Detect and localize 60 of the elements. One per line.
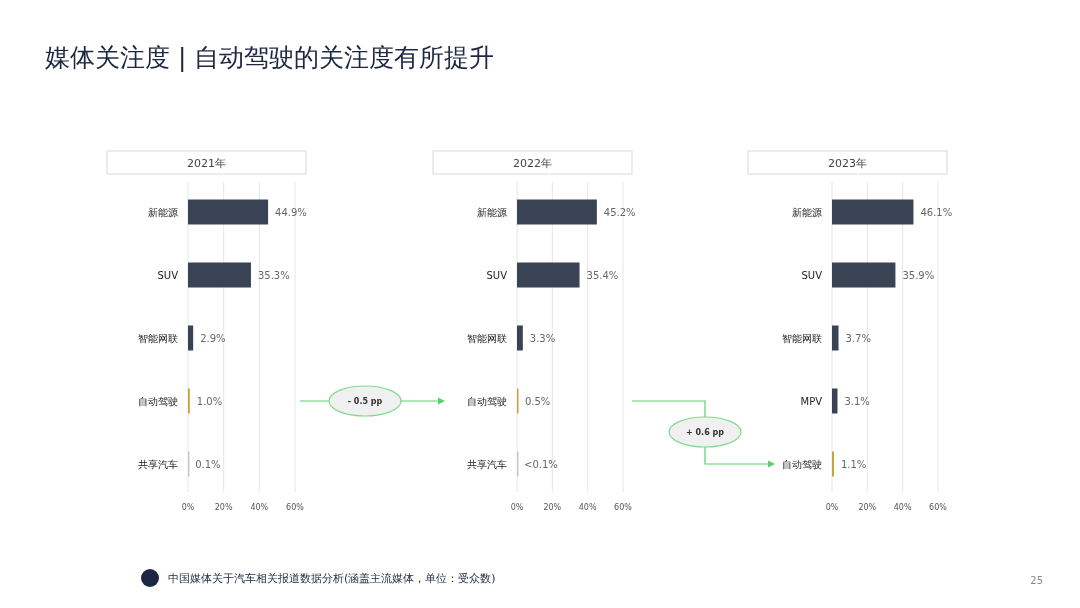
chart-title: 2022年	[513, 157, 552, 170]
bar	[832, 262, 896, 288]
y-tick-label: SUV	[801, 270, 823, 281]
x-tick-label: 60%	[929, 503, 948, 512]
bar	[517, 325, 523, 351]
y-tick-label: 自动驾驶	[782, 459, 822, 470]
y-tick-label: SUV	[157, 270, 179, 281]
x-tick-label: 0%	[825, 503, 839, 512]
text: 中国媒体关于汽车相关报道数据分析(涵盖主流媒体，单位：受众数)	[168, 572, 496, 585]
bar	[832, 388, 838, 414]
x-tick-label: 20%	[543, 503, 562, 512]
data-label: 3.7%	[845, 333, 871, 344]
data-label: <0.1%	[524, 459, 558, 470]
text: + 0.6 pp	[686, 428, 725, 437]
chart-title: 2021年	[187, 157, 226, 170]
y-tick-label: SUV	[486, 270, 508, 281]
y-tick-label: 智能网联	[782, 333, 822, 344]
bar	[517, 199, 597, 225]
x-tick-label: 20%	[858, 503, 877, 512]
text: 25	[1030, 575, 1043, 586]
y-tick-label: 新能源	[148, 207, 178, 218]
data-label: 3.1%	[844, 396, 870, 407]
y-tick-label: MPV	[800, 396, 823, 407]
data-label: 0.5%	[524, 396, 551, 407]
x-tick-label: 60%	[286, 503, 305, 512]
data-label: 3.3%	[529, 333, 556, 344]
bar	[832, 199, 914, 225]
y-tick-label: 智能网联	[138, 333, 178, 344]
x-tick-label: 40%	[578, 503, 597, 512]
y-tick-label: 新能源	[477, 207, 507, 218]
data-label: 35.3%	[257, 270, 290, 281]
data-label: 35.4%	[586, 270, 619, 281]
text: - 0.5 pp	[347, 397, 383, 406]
x-tick-label: 0%	[510, 503, 524, 512]
bar	[188, 262, 251, 288]
y-tick-label: 新能源	[792, 207, 822, 218]
text: 媒体关注度 | 自动驾驶的关注度有所提升	[45, 43, 495, 72]
x-tick-label: 40%	[893, 503, 912, 512]
y-tick-label: 共享汽车	[138, 459, 178, 470]
x-tick-label: 0%	[181, 503, 195, 512]
data-label: 1.0%	[196, 396, 223, 407]
chart-title: 2023年	[828, 157, 867, 170]
y-tick-label: 自动驾驶	[467, 396, 507, 407]
y-tick-label: 智能网联	[467, 333, 507, 344]
data-label: 35.9%	[902, 270, 935, 281]
bar	[517, 262, 580, 288]
x-tick-label: 20%	[214, 503, 233, 512]
y-tick-label: 共享汽车	[467, 459, 507, 470]
bar	[832, 325, 839, 351]
x-tick-label: 60%	[614, 503, 633, 512]
data-label: 1.1%	[840, 459, 867, 470]
data-label: 2.9%	[200, 333, 226, 344]
bar	[188, 199, 269, 225]
data-label: 46.1%	[920, 207, 953, 218]
x-tick-label: 40%	[250, 503, 269, 512]
y-tick-label: 自动驾驶	[138, 396, 178, 407]
bar	[188, 325, 194, 351]
data-label: 44.9%	[275, 207, 307, 218]
data-label: 45.2%	[603, 207, 636, 218]
data-label: 0.1%	[195, 459, 221, 470]
